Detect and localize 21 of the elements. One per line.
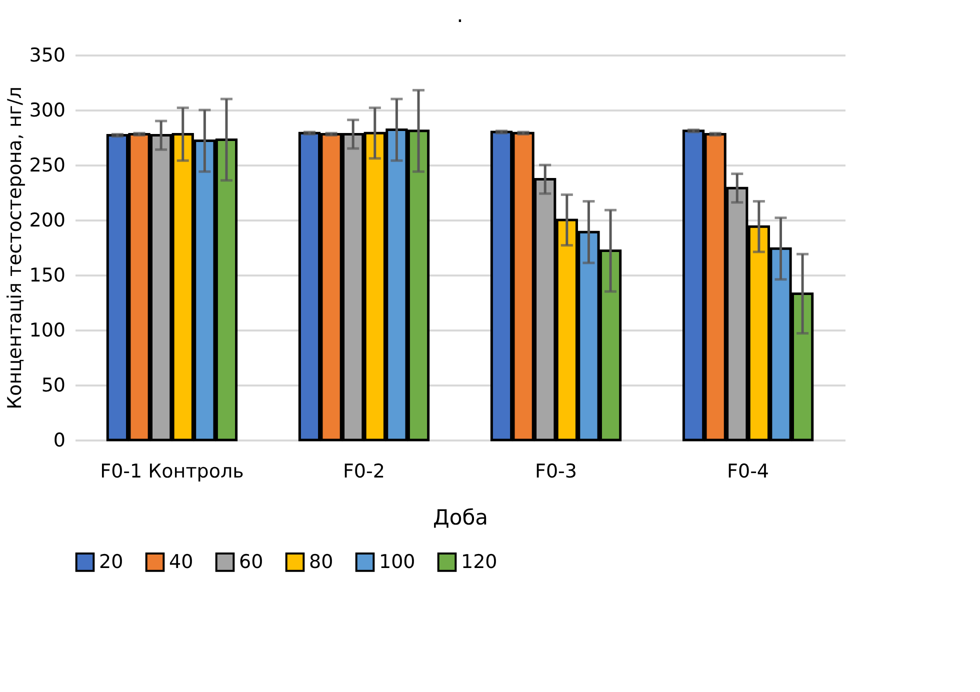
x-axis-title: Доба xyxy=(432,506,488,530)
chart-title: . xyxy=(456,3,464,27)
y-tick-label: 150 xyxy=(29,264,66,286)
y-tick-label: 350 xyxy=(29,44,66,66)
y-tick-label: 250 xyxy=(29,154,66,176)
y-axis-title: Концентація тестостерона, нг/л xyxy=(4,86,26,410)
legend-label: 120 xyxy=(461,551,498,574)
x-tick-label: F0-3 xyxy=(535,460,577,482)
x-tick-label: F0-2 xyxy=(343,460,385,482)
legend-label: 60 xyxy=(239,551,264,574)
y-tick-label: 50 xyxy=(41,374,66,396)
y-tick-label: 0 xyxy=(53,430,66,452)
legend-label: 100 xyxy=(379,551,416,574)
y-tick-label: 200 xyxy=(29,210,66,232)
legend-label: 80 xyxy=(309,551,334,574)
x-tick-label: F0-4 xyxy=(727,460,770,482)
x-tick-label: F0-1 Контроль xyxy=(100,460,244,482)
y-tick-label: 300 xyxy=(29,100,66,122)
legend-label: 40 xyxy=(169,551,194,574)
legend-label: 20 xyxy=(99,551,124,574)
y-tick-label: 100 xyxy=(29,320,66,342)
